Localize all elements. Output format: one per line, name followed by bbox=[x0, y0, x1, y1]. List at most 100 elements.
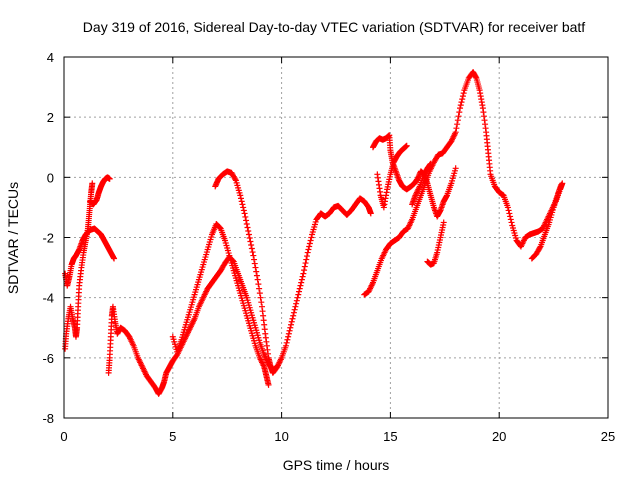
data-point bbox=[258, 299, 265, 306]
series-arc-10 bbox=[409, 160, 434, 208]
data-point bbox=[274, 363, 281, 370]
x-tick-label: 10 bbox=[274, 429, 288, 444]
data-point bbox=[293, 297, 300, 304]
data-point bbox=[303, 253, 310, 260]
data-point bbox=[427, 160, 434, 167]
data-point bbox=[459, 93, 466, 100]
y-tick-labels: -8 -6 -4 -2 0 2 4 bbox=[42, 50, 54, 426]
data-point bbox=[285, 330, 292, 337]
data-point bbox=[288, 321, 295, 328]
data-point bbox=[240, 207, 247, 214]
data-point bbox=[457, 102, 464, 109]
x-tick-label: 20 bbox=[492, 429, 506, 444]
data-point bbox=[290, 309, 297, 316]
data-point bbox=[294, 294, 301, 301]
data-point bbox=[304, 249, 311, 256]
y-tick-label: -6 bbox=[42, 351, 54, 366]
data-point bbox=[283, 339, 290, 346]
data-point bbox=[452, 165, 459, 172]
x-tick-label: 25 bbox=[601, 429, 615, 444]
data-point bbox=[245, 227, 252, 234]
data-point bbox=[558, 181, 565, 188]
data-point bbox=[254, 276, 261, 283]
data-point bbox=[248, 242, 255, 249]
data-point bbox=[237, 195, 244, 202]
x-tick-labels: 0 5 10 15 20 25 bbox=[60, 429, 615, 444]
data-point bbox=[440, 219, 447, 226]
data-point bbox=[285, 333, 292, 340]
data-point bbox=[297, 282, 304, 289]
data-point bbox=[291, 306, 298, 313]
data-point bbox=[289, 315, 296, 322]
data-point bbox=[299, 273, 306, 280]
data-point bbox=[301, 263, 308, 270]
plot-frame bbox=[63, 56, 609, 419]
data-point bbox=[458, 99, 465, 106]
y-tick-label: -4 bbox=[42, 291, 54, 306]
x-tick-label: 15 bbox=[383, 429, 397, 444]
data-point bbox=[298, 276, 305, 283]
data-point bbox=[307, 237, 314, 244]
data-point bbox=[403, 142, 410, 149]
data-point bbox=[232, 176, 239, 183]
x-tick-label: 5 bbox=[169, 429, 176, 444]
data-point bbox=[253, 268, 260, 275]
series-arc-3 bbox=[87, 174, 113, 208]
y-tick-label: 0 bbox=[47, 170, 54, 185]
data-point bbox=[455, 113, 462, 120]
data-point bbox=[251, 256, 258, 263]
series-arc-12 bbox=[528, 181, 565, 262]
data-point bbox=[308, 234, 315, 241]
data-point bbox=[301, 267, 308, 274]
y-tick-label: 4 bbox=[47, 50, 54, 65]
series-arc-7 bbox=[361, 69, 566, 298]
data-point bbox=[282, 342, 289, 349]
data-point bbox=[460, 90, 467, 97]
data-point bbox=[244, 224, 251, 231]
data-point bbox=[306, 243, 313, 250]
data-point bbox=[305, 246, 312, 253]
data-point bbox=[243, 217, 250, 224]
series-arc-1 bbox=[62, 180, 96, 352]
data-point bbox=[106, 175, 113, 182]
data-point bbox=[273, 364, 280, 371]
series-arc-11 bbox=[424, 219, 447, 268]
y-tick-label: -2 bbox=[42, 231, 54, 246]
chart-title: Day 319 of 2016, Sidereal Day-to-day VTE… bbox=[83, 19, 586, 35]
data-point bbox=[242, 213, 249, 220]
data-point bbox=[248, 245, 255, 252]
data-point bbox=[245, 231, 252, 238]
data-point bbox=[240, 204, 247, 211]
data-point bbox=[295, 291, 302, 298]
data-point bbox=[459, 96, 466, 103]
data-point bbox=[257, 294, 264, 301]
data-point bbox=[256, 285, 263, 292]
data-point bbox=[251, 260, 258, 267]
data-point bbox=[298, 279, 305, 286]
y-tick-label: -8 bbox=[42, 411, 54, 426]
data-point bbox=[506, 210, 513, 217]
data-point bbox=[505, 207, 512, 214]
series-arc-9 bbox=[374, 142, 410, 211]
data-point bbox=[457, 105, 464, 112]
data-point bbox=[504, 204, 511, 211]
data-point bbox=[253, 272, 260, 279]
x-axis-label: GPS time / hours bbox=[283, 457, 390, 473]
data-point bbox=[241, 210, 248, 217]
data-point bbox=[284, 336, 291, 343]
grid bbox=[64, 57, 608, 418]
data-point bbox=[367, 210, 374, 217]
data-point bbox=[287, 324, 294, 331]
y-tick-label: 2 bbox=[47, 110, 54, 125]
data-points bbox=[62, 69, 566, 397]
series-arc-5 bbox=[169, 220, 272, 388]
data-point bbox=[290, 312, 297, 319]
data-point bbox=[296, 285, 303, 292]
data-point bbox=[252, 264, 259, 271]
data-point bbox=[286, 327, 293, 334]
data-point bbox=[239, 201, 246, 208]
data-point bbox=[256, 290, 263, 297]
data-point bbox=[237, 192, 244, 199]
data-point bbox=[243, 220, 250, 227]
